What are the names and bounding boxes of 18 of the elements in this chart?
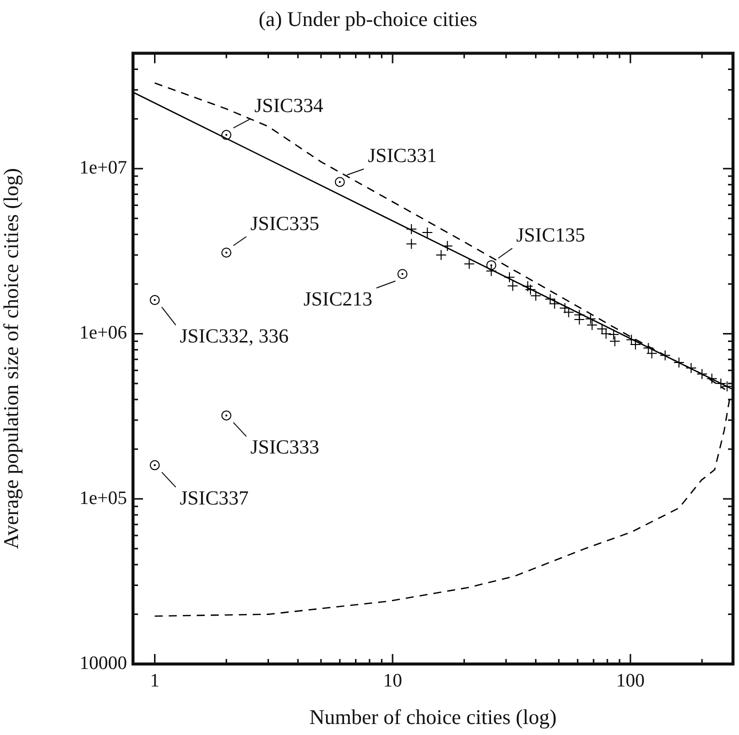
- annotation: JSIC213: [304, 288, 372, 310]
- annotation: JSIC334: [254, 95, 324, 118]
- y-axis-title: Average population size of choice cities (log): [0, 168, 24, 550]
- annotation: JSIC337: [180, 487, 249, 510]
- y-tick-label: 1e+05: [79, 488, 127, 509]
- x-tick-label: 1: [150, 670, 160, 692]
- annotation: JSIC333: [250, 436, 320, 459]
- chart-title: (a) Under pb-choice cities: [258, 7, 478, 32]
- y-tick-label: 1e+07: [79, 158, 127, 179]
- y-tick-label: 1e+06: [79, 322, 127, 344]
- annotation: JSIC332, 336: [180, 325, 289, 348]
- annotation: JSIC135: [516, 224, 586, 246]
- x-axis-title: Number of choice cities (log): [309, 704, 557, 729]
- x-tick-label: 100: [616, 670, 645, 692]
- annotation: JSIC331: [368, 145, 437, 168]
- y-tick-label: 10000: [80, 652, 127, 674]
- x-tick-label: 10: [383, 670, 402, 692]
- annotation: JSIC335: [250, 212, 320, 235]
